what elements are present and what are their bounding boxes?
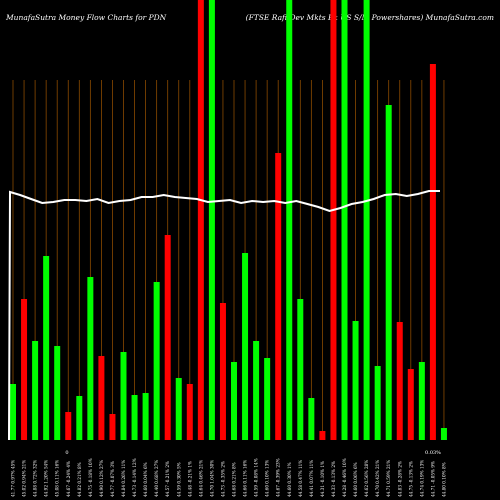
x-tick-label: 44.33 -0.13% 2% [331,461,336,497]
bar [440,428,447,440]
x-tick-label: 44.75 -0.18% 10% [88,458,93,497]
x-tick-label: 44.64 0.46% 21% [198,460,203,497]
bar [208,0,215,440]
x-tick-labels: 41.77 0.97% 45% 45.02 0.94% 21% 44.88 0.72… [11,458,447,497]
bar [32,341,39,440]
bar [242,253,249,440]
bar [308,398,315,440]
x-tick-label: 44.73 -0.14% 12% [132,458,137,497]
x-tick-label: 44.40 0.68% 27% [154,460,159,497]
x-tick-label: 44.84 0.26% 11% [121,460,126,497]
x-tick-label: 44.77 -0.07% 3% [110,461,115,497]
x-tick-label: 45.02 0.94% 21% [22,460,27,497]
chart-title-right: (FTSE Rafi Dev Mkts Ex US S/M Powershare… [246,13,494,22]
bar [275,153,282,440]
money-flow-line [8,190,440,441]
x-tick-label: 44.58 0.47% 11% [298,460,303,497]
x-tick-label: 45.08 0.11% 16% [55,460,60,497]
x-tick-label: 44.66 0.11% 16% [243,460,248,497]
bar [374,366,381,440]
bar [219,303,226,440]
bar [153,282,160,440]
bar [10,384,16,440]
x-mark-0: 0 [65,450,68,456]
x-tick-label: 44.67 -0.24% 4% [66,461,71,497]
x-tick-label: 44.83 -0.28% 2% [397,461,402,497]
x-tick-label: 44.57 -0.21% 2% [165,461,170,497]
x-mark-1: 0.03% [425,450,441,456]
x-tick-label: 44.71 -0.05% 9% [430,461,435,497]
x-tick-label: 44.31 -0.10% 1% [320,461,325,497]
x-tick-label: 44.73 -0.35% 2% [220,461,225,497]
x-tick-label: 44.88 0.72% 32% [33,460,38,497]
x-tick-label: 44.41 0.07% 11% [309,460,314,497]
bar [253,341,260,440]
x-tick-label: 44.70 1.04% 30% [209,460,214,497]
bar [363,0,370,440]
x-tick-label: 44.82 0.21% 8% [77,462,82,497]
x-tick-label: 44.60 0.30% 1% [287,462,292,497]
bar [197,0,204,440]
bar [341,0,348,440]
bar-series [10,0,447,440]
bar [120,352,127,440]
x-tick-label: 44.80 0.10% 8% [441,462,446,497]
bar [87,277,94,440]
bar [352,321,359,440]
bar [385,105,392,440]
bar [186,384,193,440]
bar [65,412,72,440]
x-tick-label: 44.62 0.56% 28% [364,460,369,497]
bar [131,395,138,440]
x-tick-label: 44.48 -0.21% 1% [187,461,192,497]
x-tick-label: 44.70 0.42% 21% [375,460,380,497]
x-tick-label: 44.60 0.06% 6% [353,462,358,497]
x-tick-label: 44.75 -0.13% 2% [408,461,413,497]
bar [396,322,403,440]
bar [109,414,116,440]
bar [21,299,28,440]
bar [98,356,105,440]
x-tick-label: 44.71 0.59% 21% [386,460,391,497]
bar [54,346,61,440]
bar [175,378,182,440]
x-tick-label: 44.92 1.20% 54% [44,460,49,497]
x-tick-label: 44.90 0.12% 27% [99,460,104,497]
x-tick-label: 44.67 -0.39% 23% [276,458,281,497]
bar [142,393,149,440]
bar [76,396,83,440]
x-tick-label: 44.68 0.21% 8% [232,462,237,497]
bar [429,64,436,440]
x-tick-label: 41.77 0.97% 45% [11,460,16,497]
x-tick-label: 44.60 0.04% 6% [143,462,148,497]
bar [264,358,271,440]
x-tick-label: 44.28 -0.46% 10% [342,458,347,497]
bar [319,431,326,440]
x-tick-label: 44.74 0.19% 13% [419,460,424,497]
bar [418,362,425,440]
bar [297,299,304,440]
bar [286,0,293,440]
x-tick-label: 44.59 0.30% 5% [176,462,181,497]
bar [43,256,50,440]
bar [407,369,414,440]
bar [231,362,237,440]
bar [164,235,171,440]
x-tick-label: 44.59 -0.08% 14% [254,458,259,497]
x-tick-label: 44.60 0.10% 13% [265,460,270,497]
chart-title-left: MunafaSutra Money Flow Charts for PDN [5,13,167,22]
bar [330,0,337,440]
